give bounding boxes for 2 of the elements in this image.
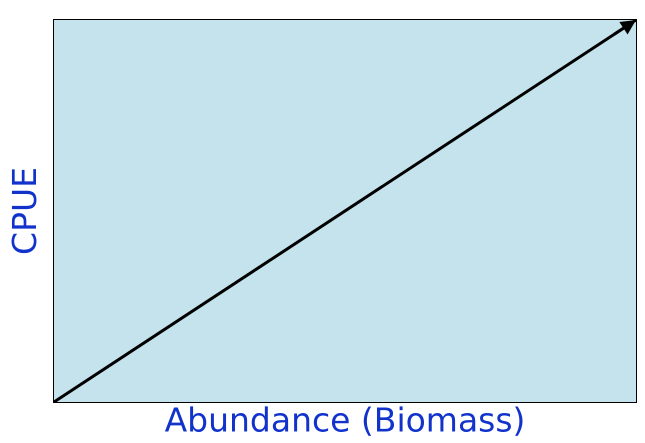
x-axis-title: Abundance (Biomass): [164, 400, 526, 440]
y-axis-title: CPUE: [4, 167, 44, 255]
